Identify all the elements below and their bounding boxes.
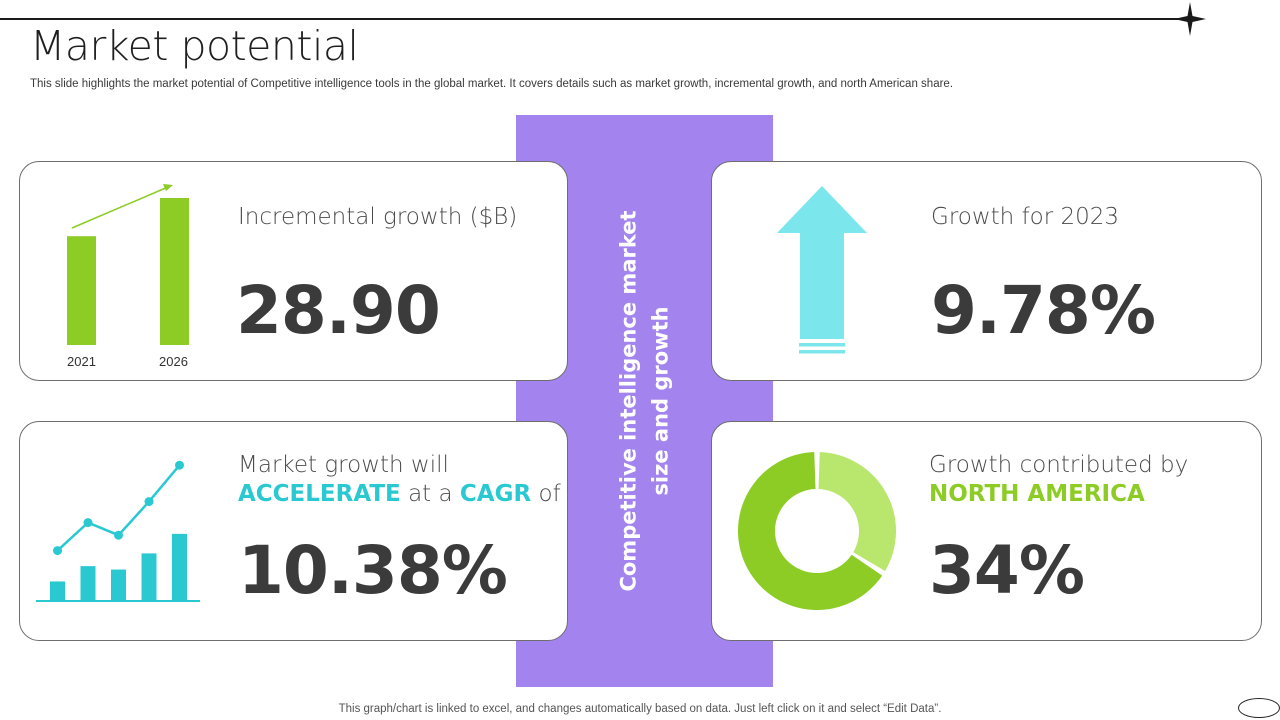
growth-2023-value: 9.78%: [931, 272, 1156, 349]
cagr-card: Market growth will ACCELERATE at a CAGR …: [19, 421, 568, 641]
growth-2023-card: Growth for 2023 9.78%: [711, 161, 1262, 381]
page-title: Market potential: [30, 22, 359, 70]
donut-slice-rest: [738, 452, 883, 610]
header-rule: [0, 18, 1190, 20]
cagr-label-line1: Market growth will: [238, 452, 449, 478]
cagr-bar: [50, 581, 65, 601]
cagr-bar: [172, 533, 187, 601]
center-band-text: Competitive intelligence market size and…: [516, 115, 773, 687]
cagr-point: [53, 546, 62, 556]
cagr-point: [83, 518, 93, 528]
trend-arrow-head-icon: [163, 184, 173, 191]
growth-2023-label: Growth for 2023: [931, 204, 1120, 230]
incremental-growth-card: 2021 2026 Incremental growth ($B) 28.90: [19, 161, 568, 381]
donut-slice-north-america: [818, 452, 896, 571]
cagr-word: CAGR: [459, 481, 532, 507]
cagr-point: [144, 497, 154, 507]
north-america-card: Growth contributed by NORTH AMERICA 34%: [711, 421, 1262, 641]
north-america-label-line1: Growth contributed by: [929, 452, 1189, 478]
cagr-point: [114, 530, 123, 540]
cagr-value: 10.38%: [238, 532, 508, 609]
north-america-label-line2: NORTH AMERICA: [929, 481, 1145, 507]
cagr-point: [175, 460, 184, 470]
cagr-label-line2: ACCELERATE at a CAGR of: [238, 481, 561, 507]
page-subtitle: This slide highlights the market potenti…: [30, 78, 954, 90]
footer-note: This graph/chart is linked to excel, and…: [338, 703, 942, 715]
center-band-line2: size and growth: [648, 306, 673, 496]
incremental-growth-value: 28.90: [236, 272, 441, 349]
up-arrow-icon: [777, 186, 867, 354]
north-america-value: 34%: [929, 532, 1085, 609]
incremental-growth-label: Incremental growth ($B): [238, 204, 518, 230]
trend-arrow-line: [71, 186, 169, 229]
cagr-bar: [141, 553, 157, 601]
year-label-2021: 2021: [67, 354, 96, 369]
cagr-chart[interactable]: [20, 422, 220, 642]
of-word: of: [538, 481, 561, 507]
bar-2021: [67, 236, 96, 345]
center-band-line1: Competitive intelligence market: [616, 210, 641, 592]
north-america-donut-chart[interactable]: [732, 444, 902, 614]
incremental-growth-chart[interactable]: [20, 162, 220, 382]
star-icon: [1174, 2, 1206, 36]
accelerate-word: ACCELERATE: [238, 481, 401, 507]
bar-2026: [160, 198, 189, 345]
cagr-bar: [80, 566, 96, 601]
cagr-bar: [111, 569, 126, 601]
footer-oval-shape: [1238, 698, 1280, 718]
year-label-2026: 2026: [159, 354, 188, 369]
at-a-word: at a: [408, 481, 453, 507]
